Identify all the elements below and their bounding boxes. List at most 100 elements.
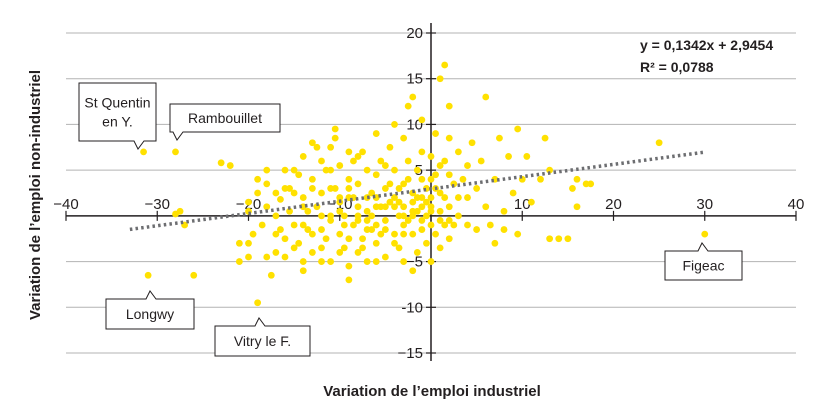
data-point	[226, 162, 234, 169]
data-point	[459, 175, 467, 183]
x-tick-label: 30	[696, 196, 713, 213]
data-point	[272, 212, 280, 220]
data-point	[418, 175, 426, 183]
x-axis-label: Variation de l’emploi industriel	[323, 383, 541, 400]
data-point	[345, 185, 353, 192]
data-point	[359, 148, 366, 156]
data-point	[427, 258, 435, 265]
data-point	[564, 235, 572, 243]
data-point	[331, 125, 339, 133]
data-point	[372, 130, 380, 137]
data-point	[354, 249, 362, 256]
data-point	[477, 157, 485, 165]
callout-box	[169, 103, 281, 141]
data-point	[336, 249, 344, 256]
data-point	[290, 221, 298, 229]
callout-figeac: Figeac	[664, 242, 743, 281]
data-point	[254, 175, 262, 183]
data-point	[254, 299, 262, 307]
data-point	[272, 249, 280, 256]
data-point	[304, 207, 312, 215]
data-point	[655, 139, 663, 147]
data-point	[404, 217, 412, 224]
data-point	[327, 166, 335, 174]
data-point	[509, 189, 517, 197]
data-point	[299, 221, 307, 229]
data-point	[359, 244, 366, 252]
data-point	[263, 166, 271, 174]
data-point	[400, 180, 408, 188]
data-point	[701, 230, 709, 238]
y-tick-label: −15	[398, 345, 423, 362]
data-point	[263, 180, 271, 188]
data-point	[514, 230, 522, 238]
data-point	[391, 166, 398, 174]
data-point	[281, 253, 289, 261]
data-point	[445, 171, 453, 179]
data-point	[331, 134, 339, 142]
data-point	[491, 239, 499, 247]
data-point	[395, 244, 403, 252]
data-point	[454, 194, 462, 201]
data-point	[573, 203, 581, 211]
data-point	[423, 212, 430, 220]
data-point	[290, 166, 298, 174]
data-point	[263, 253, 271, 261]
data-point	[140, 148, 147, 156]
data-point	[573, 175, 581, 183]
data-point	[381, 162, 389, 169]
data-point	[454, 212, 462, 220]
data-point	[350, 157, 357, 165]
data-point	[500, 207, 508, 215]
data-point	[500, 226, 508, 233]
data-point	[354, 203, 362, 211]
data-point	[391, 121, 398, 128]
x-tick-label: 40	[788, 196, 805, 213]
x-tick-label: −30	[145, 196, 170, 213]
data-point	[427, 221, 435, 229]
data-point	[400, 203, 408, 211]
data-point	[546, 235, 554, 243]
data-point	[345, 235, 353, 243]
data-point	[345, 175, 353, 183]
callouts: St Quentin en Y. Rambouillet Longwy Vitry le…	[78, 82, 743, 357]
data-point	[363, 226, 371, 233]
data-point	[454, 148, 462, 156]
data-point	[372, 221, 380, 229]
data-point	[482, 93, 490, 101]
data-point	[245, 198, 252, 206]
data-point	[413, 207, 421, 215]
data-point	[336, 207, 344, 215]
data-point	[413, 166, 421, 174]
data-point	[473, 226, 481, 233]
data-point	[354, 212, 362, 220]
data-point	[400, 258, 408, 265]
data-point	[400, 212, 408, 220]
data-point	[569, 185, 576, 192]
data-point	[381, 253, 389, 261]
data-point	[286, 207, 293, 215]
data-point	[441, 157, 449, 165]
data-point	[190, 271, 198, 279]
data-point	[445, 217, 453, 224]
data-point	[290, 189, 298, 197]
data-point	[404, 157, 412, 165]
data-point	[336, 230, 344, 238]
data-point	[400, 134, 408, 142]
data-point	[372, 239, 380, 247]
x-tick-label: 10	[514, 196, 531, 213]
data-point	[445, 235, 453, 243]
data-point	[496, 134, 503, 142]
data-point	[377, 230, 385, 238]
data-point	[235, 258, 243, 265]
data-point	[327, 212, 335, 220]
data-point	[350, 221, 357, 229]
data-point	[404, 175, 412, 183]
data-point	[318, 244, 325, 252]
data-point	[418, 217, 426, 224]
data-point	[345, 262, 353, 270]
data-point	[354, 180, 362, 188]
callout-box	[214, 317, 311, 357]
data-point	[391, 239, 398, 247]
data-point	[555, 235, 563, 243]
